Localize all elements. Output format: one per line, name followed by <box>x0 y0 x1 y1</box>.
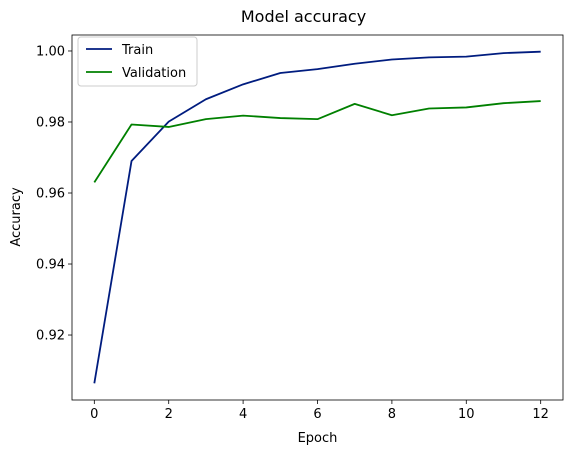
x-tick-label: 12 <box>532 407 549 422</box>
chart-title: Model accuracy <box>241 7 366 26</box>
y-tick-label: 1.00 <box>36 44 65 59</box>
x-tick-label: 8 <box>388 407 396 422</box>
y-axis-label: Accuracy <box>9 187 24 247</box>
legend-label-validation: Validation <box>122 66 186 81</box>
legend-label-train: Train <box>121 43 153 58</box>
y-axis-ticks: 0.92 0.94 0.96 0.98 1.00 <box>36 44 72 344</box>
x-tick-label: 0 <box>90 407 98 422</box>
legend: Train Validation <box>77 36 198 87</box>
x-tick-label: 10 <box>458 407 475 422</box>
y-tick-label: 0.96 <box>36 187 65 202</box>
x-axis-ticks: 0 2 4 6 8 10 12 <box>90 400 549 422</box>
series-line-validation <box>93 100 541 183</box>
x-axis-label: Epoch <box>298 431 338 446</box>
series-layer <box>93 50 541 384</box>
x-tick-label: 4 <box>239 407 247 422</box>
y-tick-label: 0.92 <box>36 329 65 344</box>
y-tick-label: 0.98 <box>36 115 65 130</box>
x-tick-label: 2 <box>165 407 173 422</box>
y-tick-label: 0.94 <box>36 258 65 273</box>
x-tick-label: 6 <box>313 407 321 422</box>
series-line-train <box>93 50 541 384</box>
